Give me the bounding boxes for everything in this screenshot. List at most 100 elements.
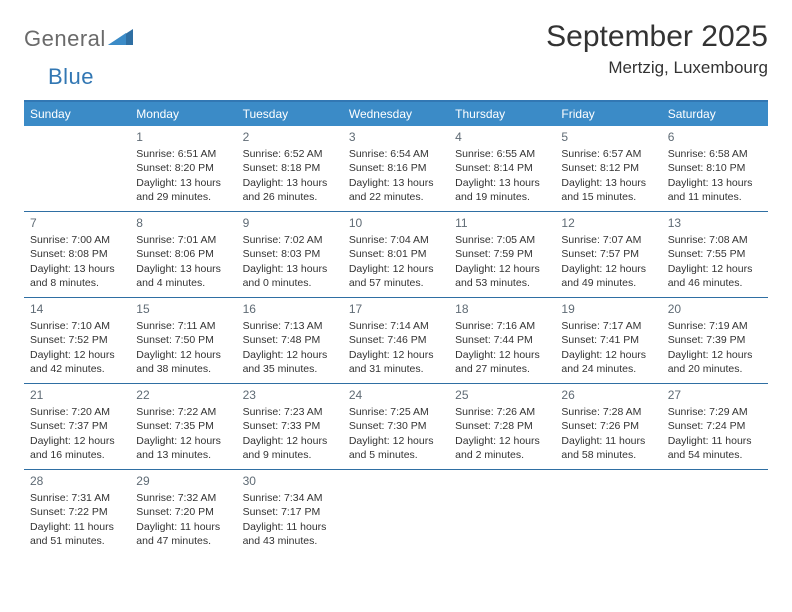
day-details: Sunrise: 7:26 AMSunset: 7:28 PMDaylight:…	[455, 405, 549, 462]
calendar-cell: 9 Sunrise: 7:02 AMSunset: 8:03 PMDaylight…	[237, 212, 343, 298]
day-details: Sunrise: 6:57 AMSunset: 8:12 PMDaylight:…	[561, 147, 655, 204]
calendar-grid: SundayMondayTuesdayWednesdayThursdayFrid…	[24, 100, 768, 556]
day-of-week-header: Sunday	[24, 102, 130, 126]
logo-text-blue: Blue	[48, 64, 94, 89]
day-number: 27	[668, 387, 762, 403]
calendar-cell: 21Sunrise: 7:20 AMSunset: 7:37 PMDayligh…	[24, 384, 130, 470]
day-number: 17	[349, 301, 443, 317]
location: Mertzig, Luxembourg	[546, 58, 768, 78]
calendar-cell: 30Sunrise: 7:34 AMSunset: 7:17 PMDayligh…	[237, 470, 343, 556]
day-number: 10	[349, 215, 443, 231]
calendar-cell: 29 Sunrise: 7:32 AMSunset: 7:20 PMDayligh…	[130, 470, 236, 556]
day-number: 24	[349, 387, 443, 403]
day-details: Sunrise: 6:55 AMSunset: 8:14 PMDaylight:…	[455, 147, 549, 204]
day-number: 20	[668, 301, 762, 317]
day-number: 6	[668, 129, 762, 145]
calendar-cell: 28 Sunrise: 7:31 AMSunset: 7:22 PMDayligh…	[24, 470, 130, 556]
day-details: Sunrise: 7:07 AMSunset: 7:57 PMDaylight:…	[561, 233, 655, 290]
day-number: 21	[30, 387, 124, 403]
day-number: 1	[136, 129, 230, 145]
day-number: 29	[136, 473, 230, 489]
day-details: Sunrise: 7:08 AMSunset: 7:55 PMDaylight:…	[668, 233, 762, 290]
day-details: Sunrise: 7:34 AMSunset: 7:17 PMDaylight:…	[243, 491, 337, 548]
calendar-cell: 25 Sunrise: 7:26 AMSunset: 7:28 PMDayligh…	[449, 384, 555, 470]
day-details: Sunrise: 6:51 AMSunset: 8:20 PMDaylight:…	[136, 147, 230, 204]
day-number: 8	[136, 215, 230, 231]
day-details: Sunrise: 6:52 AMSunset: 8:18 PMDaylight:…	[243, 147, 337, 204]
calendar-cell: 17 Sunrise: 7:14 AMSunset: 7:46 PMDayligh…	[343, 298, 449, 384]
day-number: 25	[455, 387, 549, 403]
day-details: Sunrise: 7:13 AMSunset: 7:48 PMDaylight:…	[243, 319, 337, 376]
calendar-cell: 10 Sunrise: 7:04 AMSunset: 8:01 PMDayligh…	[343, 212, 449, 298]
day-details: Sunrise: 7:23 AMSunset: 7:33 PMDaylight:…	[243, 405, 337, 462]
day-number: 2	[243, 129, 337, 145]
day-details: Sunrise: 7:14 AMSunset: 7:46 PMDaylight:…	[349, 319, 443, 376]
calendar-cell: 2 Sunrise: 6:52 AMSunset: 8:18 PMDaylight…	[237, 126, 343, 212]
day-number: 15	[136, 301, 230, 317]
day-details: Sunrise: 7:01 AMSunset: 8:06 PMDaylight:…	[136, 233, 230, 290]
day-details: Sunrise: 7:19 AMSunset: 7:39 PMDaylight:…	[668, 319, 762, 376]
day-number: 3	[349, 129, 443, 145]
day-number: 23	[243, 387, 337, 403]
calendar-cell: 4 Sunrise: 6:55 AMSunset: 8:14 PMDaylight…	[449, 126, 555, 212]
day-number: 14	[30, 301, 124, 317]
calendar-cell: 7 Sunrise: 7:00 AMSunset: 8:08 PMDaylight…	[24, 212, 130, 298]
day-details: Sunrise: 7:16 AMSunset: 7:44 PMDaylight:…	[455, 319, 549, 376]
calendar-cell: 6 Sunrise: 6:58 AMSunset: 8:10 PMDaylight…	[662, 126, 768, 212]
day-number: 16	[243, 301, 337, 317]
calendar-cell: 14Sunrise: 7:10 AMSunset: 7:52 PMDayligh…	[24, 298, 130, 384]
calendar-cell: 16 Sunrise: 7:13 AMSunset: 7:48 PMDayligh…	[237, 298, 343, 384]
logo-triangle-icon	[108, 28, 134, 51]
day-details: Sunrise: 7:05 AMSunset: 7:59 PMDaylight:…	[455, 233, 549, 290]
day-number: 28	[30, 473, 124, 489]
calendar-cell: 27 Sunrise: 7:29 AMSunset: 7:24 PMDayligh…	[662, 384, 768, 470]
title-block: September 2025 Mertzig, Luxembourg	[546, 20, 768, 78]
logo: General	[24, 26, 134, 52]
calendar-cell: 23 Sunrise: 7:23 AMSunset: 7:33 PMDayligh…	[237, 384, 343, 470]
day-number: 7	[30, 215, 124, 231]
day-of-week-header: Friday	[555, 102, 661, 126]
day-number: 26	[561, 387, 655, 403]
day-number: 22	[136, 387, 230, 403]
day-details: Sunrise: 7:11 AMSunset: 7:50 PMDaylight:…	[136, 319, 230, 376]
calendar-cell: 1 Sunrise: 6:51 AMSunset: 8:20 PMDaylight…	[130, 126, 236, 212]
day-number: 19	[561, 301, 655, 317]
day-details: Sunrise: 7:22 AMSunset: 7:35 PMDaylight:…	[136, 405, 230, 462]
day-details: Sunrise: 7:25 AMSunset: 7:30 PMDaylight:…	[349, 405, 443, 462]
month-title: September 2025	[546, 20, 768, 54]
day-number: 12	[561, 215, 655, 231]
day-number: 11	[455, 215, 549, 231]
day-of-week-header: Wednesday	[343, 102, 449, 126]
calendar-cell	[555, 470, 661, 556]
day-number: 5	[561, 129, 655, 145]
day-of-week-header: Monday	[130, 102, 236, 126]
calendar-cell	[343, 470, 449, 556]
day-details: Sunrise: 6:58 AMSunset: 8:10 PMDaylight:…	[668, 147, 762, 204]
day-details: Sunrise: 7:04 AMSunset: 8:01 PMDaylight:…	[349, 233, 443, 290]
calendar-cell	[449, 470, 555, 556]
calendar-cell	[662, 470, 768, 556]
day-details: Sunrise: 6:54 AMSunset: 8:16 PMDaylight:…	[349, 147, 443, 204]
day-number: 13	[668, 215, 762, 231]
day-of-week-header: Thursday	[449, 102, 555, 126]
calendar-cell: 19 Sunrise: 7:17 AMSunset: 7:41 PMDayligh…	[555, 298, 661, 384]
calendar-cell: 12 Sunrise: 7:07 AMSunset: 7:57 PMDayligh…	[555, 212, 661, 298]
calendar-cell: 18Sunrise: 7:16 AMSunset: 7:44 PMDayligh…	[449, 298, 555, 384]
day-details: Sunrise: 7:29 AMSunset: 7:24 PMDaylight:…	[668, 405, 762, 462]
calendar-cell: 20 Sunrise: 7:19 AMSunset: 7:39 PMDayligh…	[662, 298, 768, 384]
day-details: Sunrise: 7:31 AMSunset: 7:22 PMDaylight:…	[30, 491, 124, 548]
calendar-cell: 26Sunrise: 7:28 AMSunset: 7:26 PMDayligh…	[555, 384, 661, 470]
calendar-cell	[24, 126, 130, 212]
calendar-cell: 3 Sunrise: 6:54 AMSunset: 8:16 PMDaylight…	[343, 126, 449, 212]
calendar-cell: 24 Sunrise: 7:25 AMSunset: 7:30 PMDayligh…	[343, 384, 449, 470]
calendar-cell: 15 Sunrise: 7:11 AMSunset: 7:50 PMDayligh…	[130, 298, 236, 384]
day-details: Sunrise: 7:00 AMSunset: 8:08 PMDaylight:…	[30, 233, 124, 290]
day-number: 4	[455, 129, 549, 145]
day-details: Sunrise: 7:32 AMSunset: 7:20 PMDaylight:…	[136, 491, 230, 548]
logo-text-general: General	[24, 26, 106, 52]
day-details: Sunrise: 7:17 AMSunset: 7:41 PMDaylight:…	[561, 319, 655, 376]
day-of-week-header: Tuesday	[237, 102, 343, 126]
calendar-cell: 11 Sunrise: 7:05 AMSunset: 7:59 PMDayligh…	[449, 212, 555, 298]
day-details: Sunrise: 7:02 AMSunset: 8:03 PMDaylight:…	[243, 233, 337, 290]
day-number: 9	[243, 215, 337, 231]
